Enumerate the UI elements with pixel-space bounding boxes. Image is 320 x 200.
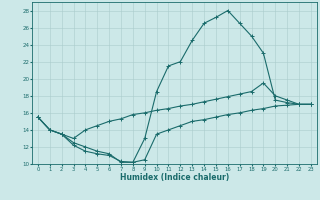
X-axis label: Humidex (Indice chaleur): Humidex (Indice chaleur) bbox=[120, 173, 229, 182]
